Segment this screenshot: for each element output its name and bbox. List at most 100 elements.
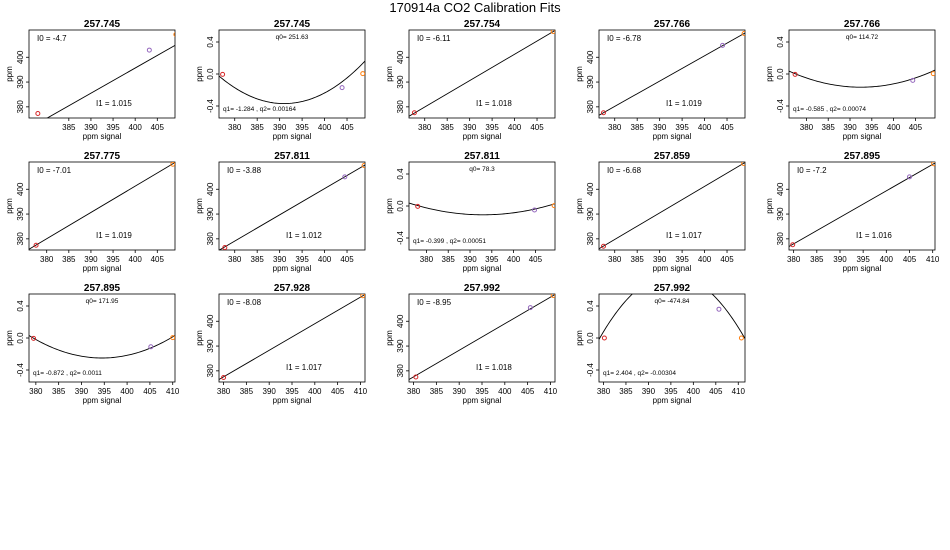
x-axis-label: ppm signal [653,132,692,141]
plot-frame [788,29,936,119]
y-tick-label: 400 [396,314,405,328]
annotation-slope: I1 = 1.017 [286,363,322,372]
plot-frame [28,293,176,383]
plot-area [789,162,935,248]
x-tick-label: 390 [653,123,667,132]
y-axis-label: ppm [385,330,394,346]
x-tick-label: 395 [475,387,489,396]
x-tick-label: 385 [62,255,76,264]
x-tick-label: 390 [843,123,857,132]
y-tick-label: -0.4 [16,363,25,377]
plot-area [29,162,175,250]
data-point-1 [413,374,419,380]
y-tick-label: 0.0 [776,68,785,80]
x-tick-label: 380 [228,255,242,264]
annotation-q0: q0= 78.3 [469,166,495,173]
y-axis-label: ppm [195,198,204,214]
x-axis-label: ppm signal [843,264,882,273]
fit-line [599,162,745,250]
data-point-3 [360,71,365,77]
x-axis-label: ppm signal [273,132,312,141]
fit-curve [29,335,175,359]
x-tick-label: 405 [340,255,354,264]
y-axis-label: ppm [575,66,584,82]
x-tick-label: 400 [887,123,901,132]
x-tick-label: 385 [810,255,824,264]
data-point-3 [741,30,745,36]
plot-area [789,69,935,88]
y-tick-label: 380 [396,364,405,378]
data-point-2 [148,344,154,350]
x-tick-label: 395 [295,123,309,132]
calibration-panel-12: 257.928 I0 = -8.08 I1 = 1.017 380 385 390 395 4… [195,283,368,405]
data-point-2 [360,294,365,299]
x-tick-label: 390 [84,123,98,132]
x-tick-label: 405 [720,123,734,132]
x-tick-label: 410 [926,255,940,264]
x-tick-label: 390 [453,387,467,396]
x-tick-label: 395 [664,387,678,396]
x-tick-label: 385 [251,255,265,264]
y-axis-label: ppm [765,66,774,82]
calibration-panel-3: 257.754 I0 = -6.11 I1 = 1.018 380 385 390 395 4… [385,19,556,141]
data-point-1 [31,335,37,341]
x-axis-label: ppm signal [463,264,502,273]
plot-frame [218,161,366,251]
data-point-3 [361,162,365,168]
annotation-q0: q0= -474.84 [655,298,690,305]
x-tick-label: 380 [40,255,54,264]
x-tick-label: 405 [151,255,165,264]
x-tick-label: 405 [709,387,723,396]
data-point-1 [220,71,226,77]
y-axis-label: ppm [765,198,774,214]
panel-title: 257.895 [84,283,121,294]
x-tick-label: 385 [619,387,633,396]
panel-title: 257.745 [274,19,311,30]
plot-area [219,162,365,250]
plot-frame [28,29,176,119]
calibration-panel-5: 257.766 q0= 114.72 q1= -0.585 , q2= 0.0007… [765,19,936,141]
y-axis-label: ppm [385,66,394,82]
plot-frame [408,161,556,251]
calibration-panel-14: 257.992 q0= -474.84 q1= 2.404 , q2= -0.003… [575,283,745,405]
y-tick-label: 380 [586,232,595,246]
fit-curve [219,60,365,105]
y-tick-label: 390 [206,339,215,353]
calibration-panel-13: 257.992 I0 = -8.95 I1 = 1.018 380 385 390 395 4… [385,283,558,405]
y-axis-label: ppm [5,198,14,214]
annotation-slope: I1 = 1.012 [286,231,322,240]
x-axis-label: ppm signal [273,264,312,273]
plot-frame [218,29,366,119]
x-tick-label: 390 [75,387,89,396]
x-tick-label: 405 [529,255,543,264]
y-tick-label: 400 [206,182,215,196]
data-point-1 [601,335,607,341]
x-tick-label: 395 [485,123,499,132]
x-tick-label: 390 [273,255,287,264]
y-tick-label: 400 [586,182,595,196]
x-tick-label: 400 [508,123,522,132]
y-axis-label: ppm [5,330,14,346]
x-tick-label: 405 [530,123,544,132]
x-tick-label: 385 [442,255,456,264]
panel-title: 257.811 [274,151,310,162]
data-point-2 [339,85,345,91]
data-point-2 [550,30,555,34]
y-tick-label: 0.4 [206,36,215,48]
y-tick-label: 400 [16,50,25,64]
x-tick-label: 385 [631,255,645,264]
fit-line [219,164,365,250]
y-tick-label: 390 [16,75,25,89]
data-point-3 [551,203,555,209]
x-tick-label: 380 [407,387,421,396]
y-tick-label: -0.4 [396,231,405,245]
x-tick-label: 380 [597,387,611,396]
x-tick-label: 400 [129,123,143,132]
y-axis-label: ppm [195,66,204,82]
x-tick-label: 390 [833,255,847,264]
x-tick-label: 400 [120,387,134,396]
x-tick-label: 405 [340,123,354,132]
y-tick-label: 390 [776,207,785,221]
calibration-panel-8: 257.811 q0= 78.3 q1= -0.399 , q2= 0.00051 3… [385,151,556,273]
y-tick-label: 380 [16,232,25,246]
